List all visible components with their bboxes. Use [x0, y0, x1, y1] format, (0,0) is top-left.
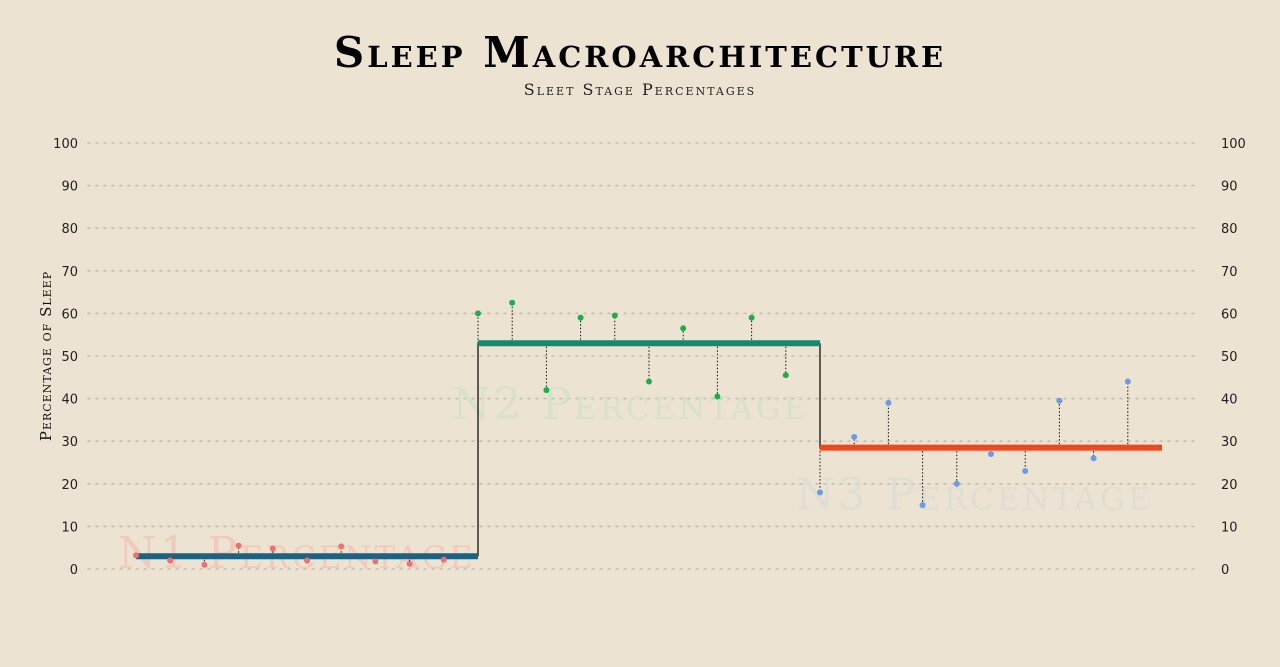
- data-point: [646, 378, 652, 385]
- data-point: [680, 325, 687, 332]
- data-point: [304, 557, 310, 564]
- chart-title: Sleep Macroarchitecture: [333, 28, 947, 77]
- y-tick-label-left: 80: [61, 222, 78, 237]
- y-tick-label-right: 90: [1221, 180, 1238, 195]
- y-tick-label-right: 20: [1221, 478, 1238, 493]
- data-point: [577, 314, 584, 321]
- data-point: [988, 450, 994, 457]
- y-tick-label-left: 30: [61, 435, 78, 450]
- data-point: [1022, 468, 1029, 475]
- y-tick-label-right: 80: [1221, 222, 1238, 237]
- y-tick-label-right: 100: [1221, 137, 1246, 152]
- y-tick-label-left: 10: [61, 520, 78, 535]
- data-point: [611, 312, 618, 319]
- y-tick-label-right: 10: [1221, 520, 1238, 535]
- data-point: [1056, 397, 1063, 404]
- data-point: [714, 393, 721, 400]
- y-tick-label-right: 70: [1221, 265, 1238, 280]
- data-point: [133, 552, 139, 559]
- data-point: [885, 399, 892, 406]
- data-point: [817, 489, 823, 496]
- data-point: [338, 543, 345, 550]
- data-point: [1090, 455, 1097, 462]
- data-point: [509, 299, 516, 306]
- data-point: [953, 480, 960, 487]
- data-point: [782, 372, 789, 379]
- data-point: [919, 502, 926, 509]
- y-tick-label-right: 0: [1221, 563, 1229, 578]
- y-tick-label-right: 40: [1221, 393, 1238, 408]
- chart-subtitle: Sleet Stage Percentages: [523, 80, 757, 99]
- y-tick-label-left: 40: [61, 393, 78, 408]
- data-point: [372, 558, 379, 565]
- data-point: [167, 557, 174, 564]
- y-tick-label-right: 50: [1221, 350, 1238, 365]
- data-point: [543, 387, 550, 394]
- series-watermark: N2 Percentage: [452, 379, 809, 430]
- data-point: [440, 556, 447, 563]
- data-point: [475, 310, 481, 317]
- data-point: [269, 545, 276, 552]
- y-tick-label-left: 100: [53, 137, 78, 152]
- y-tick-label-left: 0: [70, 563, 78, 578]
- series-watermark: N3 Percentage: [796, 470, 1153, 521]
- data-point: [235, 542, 242, 549]
- y-tick-label-right: 60: [1221, 307, 1238, 322]
- y-tick-label-left: 50: [61, 350, 78, 365]
- y-tick-label-left: 60: [61, 307, 78, 322]
- data-point: [1124, 378, 1131, 385]
- y-tick-label-left: 70: [61, 265, 78, 280]
- data-point: [201, 561, 208, 568]
- data-point: [748, 314, 755, 321]
- y-tick-label-left: 90: [61, 180, 78, 195]
- data-point: [851, 433, 858, 440]
- y-axis-label: Percentage of Sleep: [37, 271, 55, 441]
- y-tick-label-left: 20: [61, 478, 78, 493]
- data-point: [406, 560, 413, 567]
- y-tick-label-right: 30: [1221, 435, 1238, 450]
